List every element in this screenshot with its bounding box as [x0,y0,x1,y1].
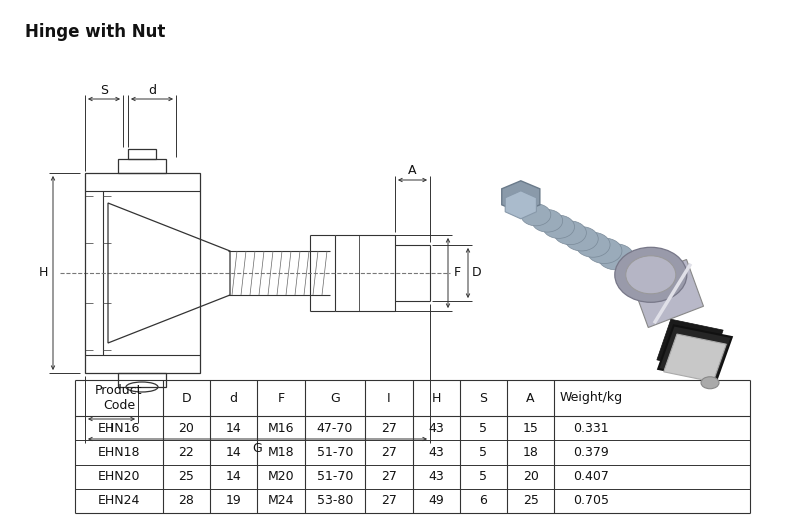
Text: 43: 43 [428,422,444,435]
Text: D: D [472,267,482,279]
Text: 5: 5 [480,446,488,459]
Text: F: F [277,391,284,404]
Text: 14: 14 [226,470,241,483]
Text: M24: M24 [267,494,294,507]
Ellipse shape [521,204,551,226]
Polygon shape [505,191,536,219]
Text: 25: 25 [522,494,539,507]
Polygon shape [659,325,731,381]
Text: 27: 27 [381,494,397,507]
Ellipse shape [576,232,610,257]
Polygon shape [657,319,723,371]
Text: 49: 49 [428,494,444,507]
Text: 0.407: 0.407 [573,470,609,483]
Text: S: S [100,84,108,98]
Text: 51-70: 51-70 [317,446,353,459]
Text: 5: 5 [480,470,488,483]
Text: d: d [148,84,156,98]
Text: M18: M18 [267,446,294,459]
Text: 0.331: 0.331 [573,422,609,435]
Text: 18: 18 [522,446,539,459]
Text: 27: 27 [381,470,397,483]
Text: I: I [109,421,113,435]
Text: 15: 15 [522,422,539,435]
Text: EHN20: EHN20 [98,470,140,483]
Text: Product
Code: Product Code [95,384,143,412]
Text: A: A [408,165,417,177]
Text: 22: 22 [178,446,194,459]
Text: 28: 28 [178,494,194,507]
Text: M16: M16 [267,422,294,435]
Ellipse shape [586,238,622,263]
Text: 43: 43 [428,470,444,483]
Text: EHN16: EHN16 [98,422,140,435]
Polygon shape [631,259,704,327]
Ellipse shape [565,227,599,251]
Text: 25: 25 [178,470,194,483]
Text: 0.379: 0.379 [573,446,609,459]
Text: EHN24: EHN24 [98,494,140,507]
Text: H: H [432,391,441,404]
Ellipse shape [532,210,563,232]
Ellipse shape [626,256,676,294]
Text: H: H [38,267,48,279]
Text: A: A [526,391,535,404]
Text: 20: 20 [178,422,194,435]
Text: M20: M20 [267,470,294,483]
Text: 19: 19 [226,494,241,507]
Ellipse shape [554,221,586,244]
Text: 0.705: 0.705 [573,494,609,507]
Text: F: F [454,267,461,279]
Text: S: S [480,391,488,404]
Text: I: I [387,391,390,404]
Text: EHN18: EHN18 [98,446,140,459]
Text: 51-70: 51-70 [317,470,353,483]
Text: Hinge with Nut: Hinge with Nut [25,23,165,41]
Text: 6: 6 [480,494,488,507]
Text: G: G [330,391,339,404]
Ellipse shape [598,244,633,270]
Text: 43: 43 [428,446,444,459]
Text: 14: 14 [226,446,241,459]
Text: 20: 20 [522,470,539,483]
Text: 53-80: 53-80 [317,494,353,507]
Ellipse shape [543,215,574,238]
Text: 5: 5 [480,422,488,435]
Text: 27: 27 [381,446,397,459]
Ellipse shape [701,377,719,389]
Text: 14: 14 [226,422,241,435]
Polygon shape [663,334,727,382]
Text: D: D [181,391,191,404]
Text: 27: 27 [381,422,397,435]
Text: G: G [253,441,262,455]
Ellipse shape [615,247,687,303]
Polygon shape [501,181,539,213]
Text: 47-70: 47-70 [317,422,353,435]
Text: d: d [229,391,237,404]
Text: Weight/kg: Weight/kg [560,391,623,404]
